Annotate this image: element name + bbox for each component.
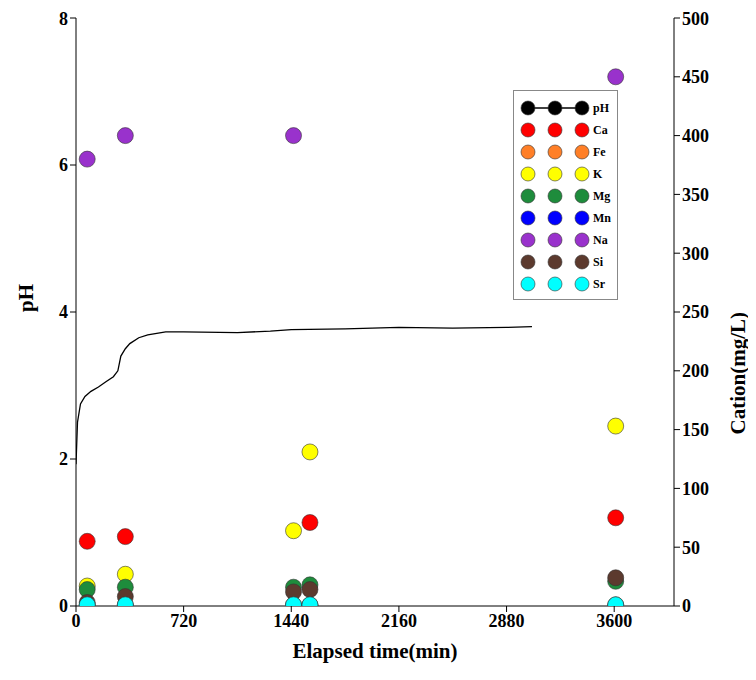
html-text:Si: Si xyxy=(593,254,603,269)
svg-text:0: 0 xyxy=(59,596,68,616)
svg-text:Cation(mg/L): Cation(mg/L) xyxy=(726,312,748,435)
svg-text:2880: 2880 xyxy=(489,611,525,631)
html-text:Na: Na xyxy=(593,232,608,247)
svg-text:0: 0 xyxy=(682,596,691,616)
svg-text:6: 6 xyxy=(59,155,68,175)
svg-text:3600: 3600 xyxy=(596,611,632,631)
svg-text:720: 720 xyxy=(170,611,197,631)
svg-text:2: 2 xyxy=(59,449,68,469)
svg-text:200: 200 xyxy=(682,361,709,381)
svg-text:400: 400 xyxy=(682,126,709,146)
html-text:Sr: Sr xyxy=(593,276,605,291)
svg-text:500: 500 xyxy=(682,9,709,29)
svg-text:2160: 2160 xyxy=(381,611,417,631)
svg-text:Elapsed time(min): Elapsed time(min) xyxy=(292,639,457,663)
svg-text:150: 150 xyxy=(682,420,709,440)
svg-text:1440: 1440 xyxy=(273,611,309,631)
svg-text:0: 0 xyxy=(72,611,81,631)
svg-text:50: 50 xyxy=(682,538,700,558)
svg-text:250: 250 xyxy=(682,302,709,322)
html-text:Mn: Mn xyxy=(593,210,611,225)
svg-text:300: 300 xyxy=(682,244,709,264)
html-text:Fe: Fe xyxy=(593,144,606,159)
svg-text:8: 8 xyxy=(59,9,68,29)
svg-text:350: 350 xyxy=(682,185,709,205)
html-text:pH: pH xyxy=(593,100,609,115)
html-text:Ca: Ca xyxy=(593,122,608,137)
html-text:Mg: Mg xyxy=(593,188,611,203)
svg-text:100: 100 xyxy=(682,479,709,499)
svg-text:4: 4 xyxy=(59,302,68,322)
html-text:K: K xyxy=(593,166,603,181)
svg-text:pH: pH xyxy=(14,284,38,312)
svg-text:450: 450 xyxy=(682,67,709,87)
